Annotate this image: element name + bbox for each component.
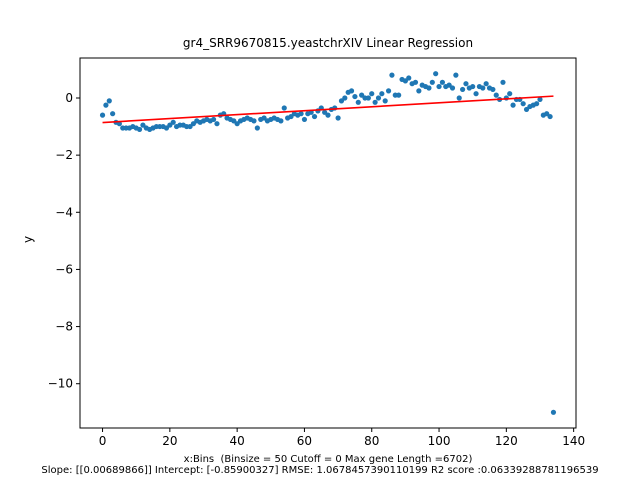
- data-point: [110, 111, 116, 117]
- data-point: [534, 101, 540, 107]
- y-tick-label: −4: [55, 205, 73, 219]
- data-point: [311, 113, 318, 120]
- data-point: [396, 92, 402, 98]
- data-point: [335, 115, 341, 121]
- data-point: [365, 95, 371, 101]
- data-point: [483, 81, 489, 87]
- x-tick-label: 60: [297, 434, 312, 448]
- data-point: [456, 95, 462, 101]
- x-tick-label: 40: [230, 434, 245, 448]
- data-point: [210, 116, 217, 123]
- data-point: [355, 99, 361, 105]
- data-point: [99, 112, 106, 118]
- data-point: [254, 125, 260, 131]
- data-point: [449, 85, 456, 91]
- data-point: [480, 85, 486, 91]
- data-point: [412, 79, 419, 85]
- x-tick-label: 120: [495, 434, 518, 448]
- data-point: [453, 72, 459, 78]
- data-point: [500, 79, 506, 85]
- x-tick-label: 100: [428, 434, 451, 448]
- data-point: [537, 96, 543, 103]
- data-point: [214, 121, 220, 127]
- y-axis-label: y: [21, 235, 35, 243]
- axes: 0 20 40 60 80 100 120 140 0 −2 −4 −6 −8 −10: [48, 57, 585, 448]
- data-point: [493, 92, 499, 98]
- data-point: [382, 98, 388, 104]
- y-tick-label: 0: [65, 91, 73, 105]
- data-point: [406, 75, 412, 81]
- data-point: [375, 95, 382, 101]
- data-point: [352, 93, 358, 100]
- y-tick-label: −6: [55, 262, 73, 276]
- data-point: [379, 91, 385, 97]
- data-point: [281, 105, 287, 111]
- data-point: [520, 101, 526, 107]
- data-point: [426, 85, 432, 91]
- regression-line: [102, 95, 554, 124]
- data-point: [372, 99, 378, 105]
- data-point: [136, 126, 143, 133]
- data-point: [385, 88, 392, 94]
- plot-area: [99, 71, 557, 415]
- data-point: [463, 81, 469, 87]
- data-point: [342, 95, 348, 101]
- data-point: [460, 86, 466, 93]
- data-point: [106, 98, 112, 104]
- data-point: [301, 116, 308, 123]
- data-point: [507, 91, 513, 97]
- data-point: [389, 72, 395, 78]
- data-point: [490, 86, 496, 93]
- data-point: [298, 111, 304, 117]
- x-axis-label: x:Bins (Binsize = 50 Cutoff = 0 Max gene…: [183, 454, 473, 465]
- y-tick-label: −2: [55, 148, 73, 162]
- y-tick-label: −8: [55, 320, 73, 334]
- data-point: [348, 88, 355, 94]
- data-point: [170, 119, 176, 125]
- data-point: [547, 113, 553, 120]
- data-point: [510, 102, 516, 108]
- regression-stats: Slope: [[0.00689866]] Intercept: [-0.859…: [41, 465, 599, 476]
- data-point: [251, 118, 257, 124]
- data-point: [436, 83, 442, 90]
- data-point: [550, 409, 557, 415]
- data-point: [416, 88, 422, 94]
- x-tick-label: 20: [162, 434, 177, 448]
- data-point: [470, 83, 476, 90]
- data-point: [325, 112, 331, 118]
- x-tick-label: 140: [562, 434, 585, 448]
- y-tick-label: −10: [48, 377, 73, 391]
- data-point: [278, 118, 284, 124]
- plot-frame: [79, 57, 577, 429]
- data-point: [369, 91, 375, 97]
- chart-title: gr4_SRR9670815.yeastchrXIV Linear Regres…: [182, 36, 474, 50]
- x-tick-label: 0: [99, 434, 107, 448]
- data-point: [473, 91, 479, 97]
- x-tick-label: 80: [364, 434, 379, 448]
- data-point: [429, 79, 435, 85]
- data-point: [103, 102, 109, 108]
- data-point: [439, 79, 446, 85]
- data-point: [433, 71, 439, 77]
